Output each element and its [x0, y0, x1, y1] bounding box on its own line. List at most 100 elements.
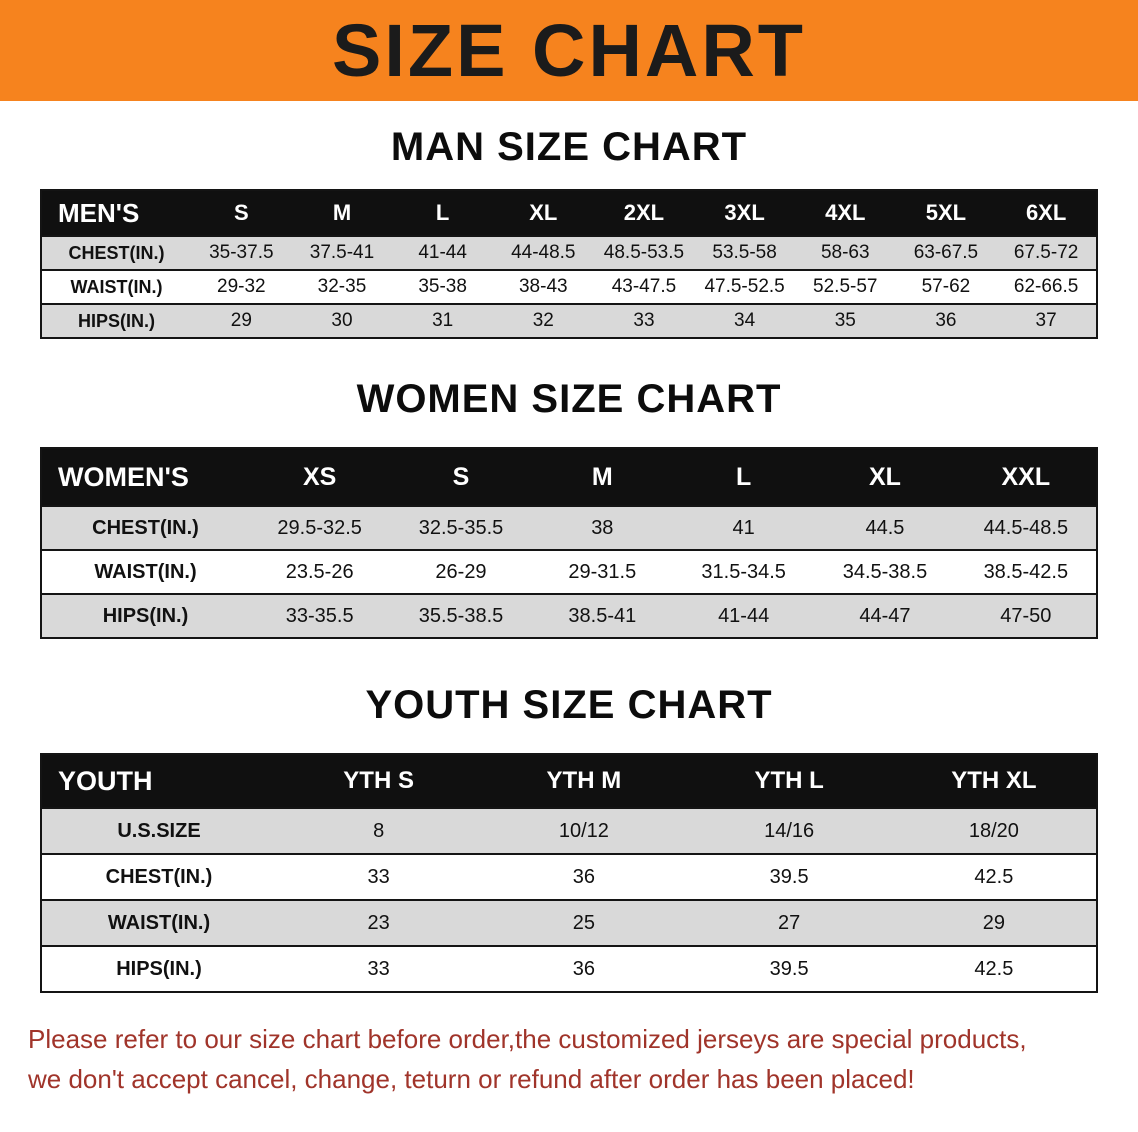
youth-table-body: U.S.SIZE 8 10/12 14/16 18/20 CHEST(IN.) 33 36 39… [41, 808, 1097, 992]
size-column-header: XS [249, 448, 391, 506]
men-section-heading: MAN SIZE CHART [390, 125, 748, 169]
size-column-header: S [191, 190, 292, 236]
men-table-head: MEN'S S M L XL 2XL 3XL 4XL 5XL 6XL [41, 190, 1097, 236]
size-value-cell: 42.5 [974, 957, 1014, 980]
size-value-cell: 33 [367, 865, 390, 888]
women-table-body: CHEST(IN.) 29.5-32.5 32.5-35.5 38 41 44.5 44.5… [41, 506, 1097, 638]
size-value-cell: 37.5-41 [309, 242, 375, 263]
disclaimer-line-1: Please refer to our size chart before or… [28, 1024, 1027, 1054]
men-size-section: MAN SIZE CHART MEN'S S M L XL 2XL 3XL 4XL 5XL 6XL… [0, 127, 1138, 339]
youth-size-table: YOUTH YTH S YTH M YTH L YTH XL U.S.SIZE 8 10/1… [40, 753, 1098, 993]
size-value-cell: 58-63 [820, 242, 870, 263]
youth-section-heading: YOUTH SIZE CHART [365, 683, 773, 727]
size-value-cell: 52.5-57 [813, 276, 878, 297]
size-value-cell: 62-66.5 [1013, 276, 1079, 297]
women-table-header-row: WOMEN'S XS S M L XL XXL [41, 448, 1097, 506]
measurement-row-label: HIPS(IN.) [77, 310, 155, 331]
measurement-row-label: WAIST(IN.) [70, 276, 163, 297]
measurement-row-label: CHEST(IN.) [105, 865, 213, 888]
table-row: CHEST(IN.) 33 36 39.5 42.5 [41, 854, 1097, 900]
size-value-cell: 35.5-38.5 [418, 604, 504, 627]
size-value-cell: 48.5-53.5 [603, 242, 685, 263]
size-value-cell: 32 [532, 310, 554, 331]
size-value-cell: 23.5-26 [285, 560, 354, 583]
table-row: U.S.SIZE 8 10/12 14/16 18/20 [41, 808, 1097, 854]
size-value-cell: 29-32 [217, 276, 266, 297]
size-column-header: YTH XL [891, 754, 1097, 808]
size-value-cell: 39.5 [769, 865, 809, 888]
women-section-heading: WOMEN SIZE CHART [356, 377, 782, 421]
size-value-cell: 34.5-38.5 [842, 560, 928, 583]
size-column-header: XL [814, 448, 956, 506]
measurement-row-label: U.S.SIZE [117, 819, 201, 842]
size-value-cell: 38.5-41 [568, 604, 637, 627]
size-value-cell: 10/12 [558, 819, 609, 842]
size-column-header: XL [492, 190, 594, 236]
size-value-cell: 41 [732, 516, 755, 539]
size-column-header: 6XL [996, 190, 1097, 236]
size-value-cell: 32-35 [317, 276, 367, 297]
size-value-cell: 29-31.5 [568, 560, 637, 583]
table-corner-label: WOMEN'S [41, 448, 249, 506]
size-value-cell: 35 [834, 310, 856, 331]
size-value-cell: 32.5-35.5 [418, 516, 504, 539]
size-value-cell: 26-29 [435, 560, 487, 583]
size-value-cell: 44.5-48.5 [983, 516, 1069, 539]
size-value-cell: 27 [778, 911, 801, 934]
size-value-cell: 44-47 [859, 604, 911, 627]
size-value-cell: 36 [935, 310, 957, 331]
size-value-cell: 44.5 [865, 516, 905, 539]
size-value-cell: 29 [982, 911, 1005, 934]
size-value-cell: 36 [572, 865, 595, 888]
size-column-header: 4XL [794, 190, 896, 236]
size-value-cell: 31.5-34.5 [701, 560, 786, 583]
size-value-cell: 8 [373, 819, 385, 842]
size-value-cell: 38-43 [518, 276, 568, 297]
men-table-header-row: MEN'S S M L XL 2XL 3XL 4XL 5XL 6XL [41, 190, 1097, 236]
size-value-cell: 38.5-42.5 [983, 560, 1069, 583]
measurement-row-label: HIPS(IN.) [116, 957, 202, 980]
youth-table-header-row: YOUTH YTH S YTH M YTH L YTH XL [41, 754, 1097, 808]
size-value-cell: 34 [734, 310, 756, 331]
youth-table-head: YOUTH YTH S YTH M YTH L YTH XL [41, 754, 1097, 808]
size-value-cell: 14/16 [764, 819, 815, 842]
table-row: CHEST(IN.) 29.5-32.5 32.5-35.5 38 41 44.5 44.5… [41, 506, 1097, 550]
table-row: WAIST(IN.) 23.5-26 26-29 29-31.5 31.5-34.5 34… [41, 550, 1097, 594]
size-value-cell: 47.5-52.5 [704, 276, 785, 297]
disclaimer-note: Please refer to our size chart before or… [28, 1019, 1110, 1099]
size-column-header: 2XL [593, 190, 695, 236]
table-row: CHEST(IN.) 35-37.5 37.5-41 41-44 44-48.5 48.5… [41, 236, 1097, 270]
size-column-header: XXL [955, 448, 1097, 506]
size-value-cell: 37 [1035, 310, 1057, 331]
size-column-header: 5XL [895, 190, 997, 236]
size-value-cell: 41-44 [418, 242, 467, 263]
size-column-header: L [672, 448, 815, 506]
size-value-cell: 30 [331, 310, 353, 331]
size-value-cell: 44-48.5 [511, 242, 576, 263]
size-value-cell: 41-44 [718, 604, 770, 627]
size-value-cell: 33 [633, 310, 655, 331]
women-size-section: WOMEN SIZE CHART WOMEN'S XS S M L XL XXL CHEST… [0, 379, 1138, 639]
size-column-header: YTH L [686, 754, 892, 808]
women-table-head: WOMEN'S XS S M L XL XXL [41, 448, 1097, 506]
size-value-cell: 36 [572, 957, 595, 980]
size-column-header: 3XL [694, 190, 795, 236]
size-value-cell: 35-37.5 [209, 242, 274, 263]
size-value-cell: 57-62 [921, 276, 971, 297]
size-value-cell: 29.5-32.5 [277, 516, 362, 539]
size-value-cell: 29 [230, 310, 252, 331]
size-column-header: L [392, 190, 493, 236]
size-chart-banner: SIZE CHART [0, 0, 1138, 101]
men-size-table: MEN'S S M L XL 2XL 3XL 4XL 5XL 6XL CHEST(IN.) 35-3… [40, 189, 1098, 339]
size-value-cell: 18/20 [968, 819, 1019, 842]
table-corner-label: MEN'S [41, 190, 191, 236]
banner-title: SIZE CHART [332, 8, 806, 92]
size-column-header: YTH M [481, 754, 687, 808]
size-value-cell: 43-47.5 [611, 276, 677, 297]
size-column-header: YTH S [276, 754, 482, 808]
size-column-header: M [531, 448, 673, 506]
size-value-cell: 42.5 [974, 865, 1014, 888]
size-value-cell: 47-50 [1000, 604, 1052, 627]
table-corner-label: YOUTH [41, 754, 276, 808]
